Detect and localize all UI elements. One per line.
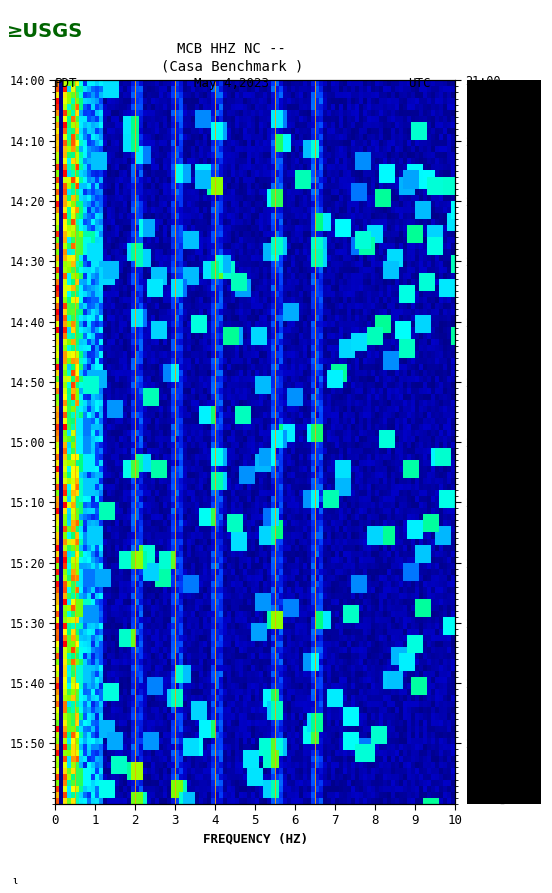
Text: May 4,2023: May 4,2023 xyxy=(194,78,269,90)
Text: ≥USGS: ≥USGS xyxy=(7,21,83,41)
X-axis label: FREQUENCY (HZ): FREQUENCY (HZ) xyxy=(203,832,307,846)
Text: UTC: UTC xyxy=(408,78,431,90)
Text: (Casa Benchmark ): (Casa Benchmark ) xyxy=(161,60,303,74)
Text: MCB HHZ NC --: MCB HHZ NC -- xyxy=(177,42,286,56)
Text: PDT: PDT xyxy=(55,78,78,90)
Text: ι: ι xyxy=(11,876,18,886)
